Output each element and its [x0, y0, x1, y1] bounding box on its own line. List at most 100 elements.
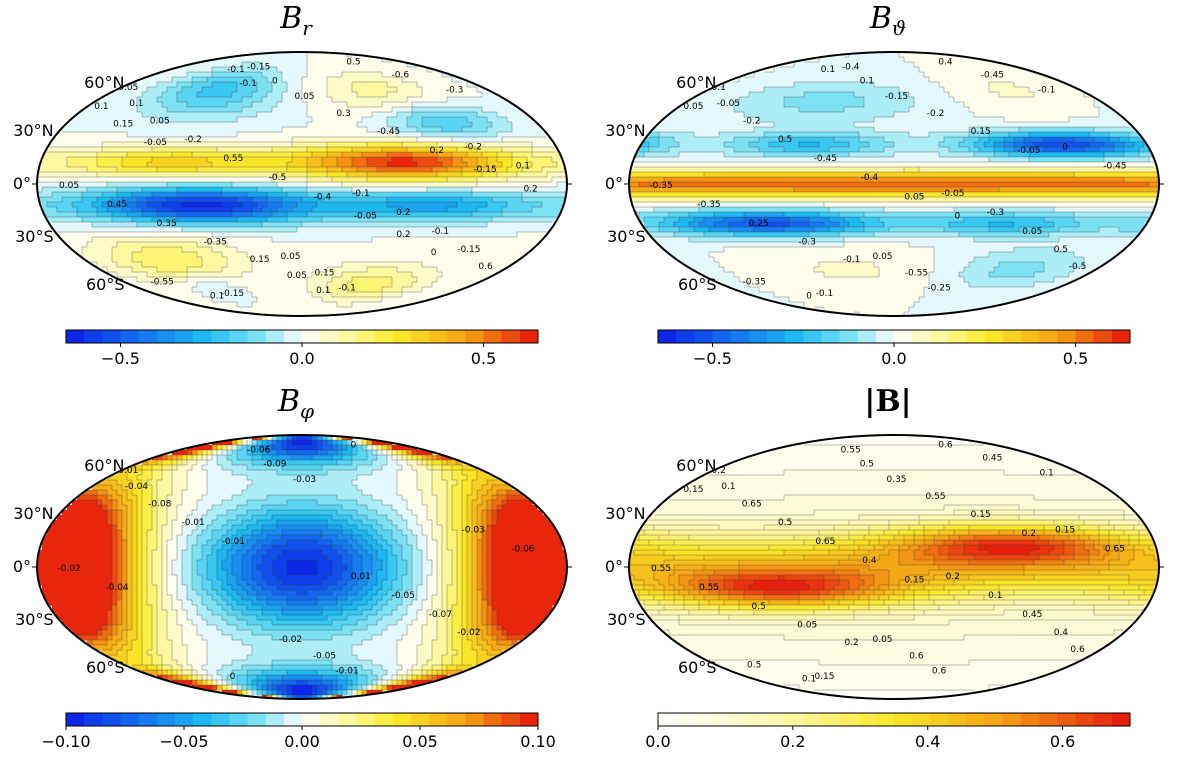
- heatmap-cell: [312, 117, 318, 123]
- heatmap-cell: [507, 147, 513, 153]
- heatmap-cell: [362, 207, 368, 213]
- heatmap-cell: [482, 267, 488, 273]
- heatmap-cell: [157, 257, 163, 263]
- heatmap-cell: [232, 82, 238, 88]
- heatmap-cell: [122, 192, 128, 198]
- heatmap-cell: [522, 157, 528, 163]
- heatmap-cell: [127, 262, 133, 268]
- heatmap-cell: [407, 87, 413, 93]
- heatmap-cell: [497, 222, 503, 228]
- heatmap-cell: [532, 182, 538, 188]
- heatmap-cell: [342, 167, 348, 173]
- heatmap-cell: [232, 292, 238, 298]
- heatmap-cell: [282, 162, 288, 168]
- heatmap-cell: [422, 242, 428, 248]
- heatmap-cell: [397, 202, 403, 208]
- heatmap-cell: [437, 87, 443, 93]
- heatmap-cell: [547, 207, 553, 213]
- heatmap-cell: [387, 142, 393, 148]
- heatmap-cell: [197, 252, 203, 258]
- heatmap-cell: [332, 247, 338, 253]
- heatmap-cell: [317, 102, 323, 108]
- heatmap-cell: [217, 282, 223, 288]
- heatmap-cell: [287, 202, 293, 208]
- heatmap-cell: [347, 157, 353, 163]
- heatmap-cell: [362, 167, 368, 173]
- heatmap-cell: [162, 262, 168, 268]
- heatmap-cell: [117, 272, 123, 278]
- heatmap-cell: [427, 87, 433, 93]
- heatmap-cell: [487, 102, 493, 108]
- heatmap-cell: [267, 287, 273, 293]
- heatmap-cell: [202, 247, 208, 253]
- heatmap-cell: [192, 122, 198, 128]
- heatmap-cell: [282, 57, 288, 63]
- heatmap-cell: [347, 287, 353, 293]
- heatmap-cell: [277, 267, 283, 273]
- heatmap-cell: [512, 252, 518, 258]
- heatmap-cell: [212, 132, 218, 138]
- heatmap-cell: [517, 122, 523, 128]
- heatmap-cell: [447, 182, 453, 188]
- heatmap-cell: [92, 202, 98, 208]
- heatmap-cell: [247, 177, 253, 183]
- heatmap-cell: [397, 227, 403, 233]
- heatmap-cell: [387, 237, 393, 243]
- heatmap-cell: [177, 297, 183, 303]
- heatmap-cell: [482, 147, 488, 153]
- heatmap-cell: [257, 202, 263, 208]
- heatmap-cell: [492, 252, 498, 258]
- heatmap-cell: [157, 182, 163, 188]
- heatmap-cell: [292, 227, 298, 233]
- heatmap-cell: [252, 277, 258, 283]
- heatmap-cell: [287, 127, 293, 133]
- heatmap-cell: [162, 137, 168, 143]
- heatmap-cell: [192, 82, 198, 88]
- heatmap-cell: [437, 132, 443, 138]
- heatmap-cell: [552, 152, 558, 158]
- heatmap-cell: [217, 302, 223, 308]
- heatmap-cell: [287, 242, 293, 248]
- heatmap-cell: [432, 192, 438, 198]
- heatmap-cell: [192, 167, 198, 173]
- heatmap-cell: [317, 217, 323, 223]
- heatmap-cell: [317, 292, 323, 298]
- heatmap-cell: [302, 87, 308, 93]
- heatmap-cell: [377, 77, 383, 83]
- heatmap-cell: [147, 197, 153, 203]
- heatmap-cell: [312, 247, 318, 253]
- heatmap-cell: [187, 132, 193, 138]
- heatmap-cell: [352, 207, 358, 213]
- heatmap-cell: [502, 132, 508, 138]
- heatmap-cell: [277, 67, 283, 73]
- heatmap-cell: [317, 172, 323, 178]
- heatmap-cell: [272, 52, 278, 58]
- heatmap-cell: [277, 207, 283, 213]
- heatmap-cell: [372, 217, 378, 223]
- heatmap-cell: [292, 312, 298, 316]
- heatmap-cell: [287, 92, 293, 98]
- heatmap-cell: [452, 282, 458, 288]
- heatmap-cell: [157, 117, 163, 123]
- heatmap-cell: [157, 152, 163, 158]
- heatmap-cell: [142, 142, 148, 148]
- heatmap-cell: [277, 97, 283, 103]
- heatmap-cell: [347, 182, 353, 188]
- heatmap-cell: [432, 77, 438, 83]
- heatmap-cell: [272, 132, 278, 138]
- heatmap-cell: [537, 167, 543, 173]
- heatmap-cell: [417, 102, 423, 108]
- heatmap-cell: [362, 172, 368, 178]
- heatmap-cell: [147, 97, 153, 103]
- heatmap-cell: [252, 122, 258, 128]
- heatmap-cell: [157, 127, 163, 133]
- heatmap-cell: [487, 237, 493, 243]
- heatmap-cell: [407, 257, 413, 263]
- heatmap-cell: [292, 87, 298, 93]
- heatmap-cell: [442, 137, 448, 143]
- heatmap-cell: [457, 112, 463, 118]
- heatmap-cell: [222, 102, 228, 108]
- heatmap-cell: [197, 157, 203, 163]
- heatmap-cell: [142, 177, 148, 183]
- heatmap-cell: [442, 102, 448, 108]
